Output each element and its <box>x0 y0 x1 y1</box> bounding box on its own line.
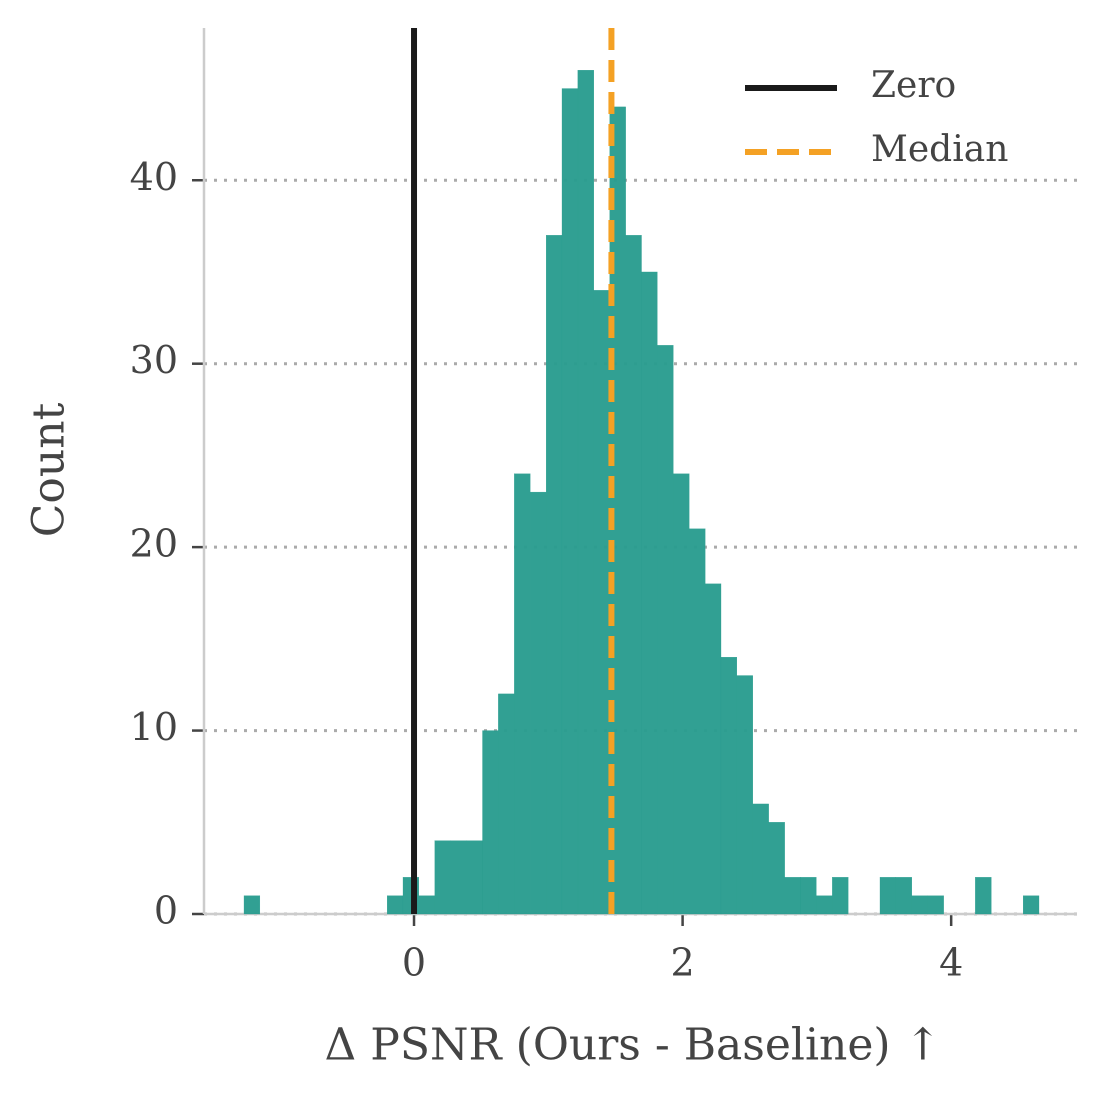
bar <box>895 877 912 915</box>
bar <box>546 235 563 915</box>
bar <box>832 877 849 915</box>
bar <box>927 895 944 915</box>
y-tick-label: 30 <box>130 338 178 382</box>
bar <box>418 895 435 915</box>
bar <box>657 345 674 915</box>
bar <box>720 657 738 915</box>
bar <box>514 473 531 915</box>
bar <box>243 895 261 915</box>
bar <box>434 840 451 915</box>
bar <box>450 840 467 915</box>
bar <box>911 895 928 915</box>
bar <box>673 473 690 915</box>
bar <box>784 877 801 915</box>
bar <box>705 583 722 915</box>
y-tick-label: 0 <box>154 889 178 933</box>
bar <box>1023 895 1040 915</box>
x-tick-label: 0 <box>402 941 426 985</box>
bar <box>689 528 706 915</box>
bar <box>736 675 753 915</box>
bar <box>879 877 896 915</box>
bar <box>752 803 769 915</box>
bar <box>641 271 658 915</box>
bar <box>530 491 547 915</box>
legend-label: Zero <box>871 65 956 106</box>
bar <box>482 730 499 915</box>
y-tick-label: 10 <box>130 705 178 749</box>
x-axis-label: Δ PSNR (Ours - Baseline) ↑ <box>325 1020 942 1071</box>
y-axis-label: Count <box>24 402 75 537</box>
bar <box>625 235 642 915</box>
x-tick-label: 2 <box>671 941 695 985</box>
bar <box>466 840 483 915</box>
bar <box>800 877 817 915</box>
y-tick-label: 20 <box>130 522 178 566</box>
legend-label: Median <box>871 129 1008 170</box>
bar <box>561 88 579 915</box>
bar <box>498 693 515 915</box>
bar <box>816 895 833 915</box>
y-tick-label: 40 <box>130 155 178 199</box>
x-tick-label: 4 <box>939 941 963 985</box>
bar <box>975 877 992 915</box>
bar <box>593 290 610 915</box>
bar <box>577 70 594 915</box>
bar <box>387 895 404 915</box>
bar <box>768 822 785 915</box>
